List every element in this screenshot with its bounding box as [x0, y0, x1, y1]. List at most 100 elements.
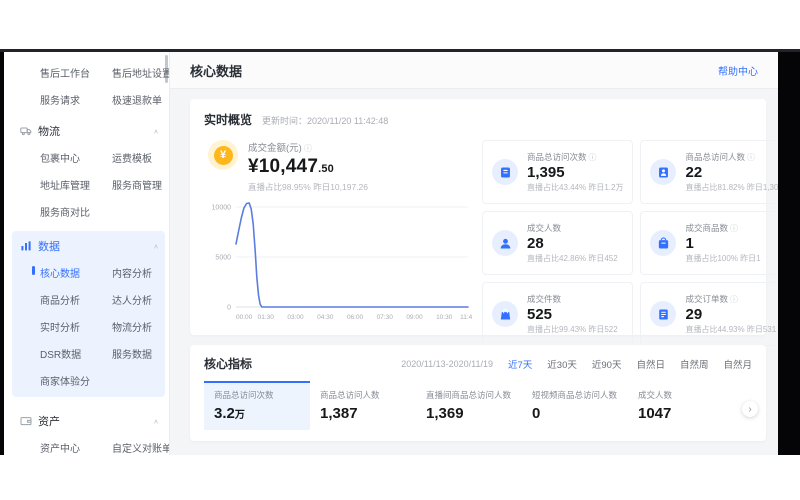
sidebar-item-experience-score[interactable]: 商家体验分: [40, 377, 90, 388]
info-icon[interactable]: ⓘ: [730, 295, 738, 304]
sidebar-item-custom-statement[interactable]: 自定义对账单: [112, 444, 170, 455]
main-area: 核心数据 帮助中心 实时概览 更新时间：2020/11/20 11:42:48 …: [170, 52, 793, 455]
sidebar-aftersale-items: 售后工作台 售后地址设置 服务请求 极速退款单: [20, 65, 169, 107]
range-tab-90d[interactable]: 近90天: [591, 359, 622, 371]
stat-card-products-sold: 成交商品数 ⓘ 1 直播占比100% 昨日1: [640, 211, 793, 275]
help-center-link[interactable]: 帮助中心: [718, 66, 758, 78]
svg-text:10:30: 10:30: [436, 314, 453, 321]
chart-icon: [20, 240, 32, 252]
items-sold-icon: [492, 301, 518, 327]
sidebar-item-parcel-center[interactable]: 包裹中心: [40, 154, 80, 165]
sidebar-section-assets: 资产 ∧ 资产中心 自定义对账单 货款分账账单 订单流水明细 日常账单 店铺保证…: [20, 413, 169, 455]
info-icon[interactable]: ⓘ: [588, 153, 597, 162]
stat-card-product-visits: 商品总访问次数 ⓘ 1,395 直播占比43.44% 昨日1.2万: [482, 140, 634, 204]
gmv-sub-stat: 直播占比98.95% 昨日10,197.26: [248, 182, 369, 192]
range-tab-30d[interactable]: 近30天: [547, 359, 577, 371]
svg-text:01:30: 01:30: [258, 314, 275, 321]
sidebar: 售后工作台 售后地址设置 服务请求 极速退款单 物流 ∧ 包裹中心 运费模板 地…: [4, 52, 170, 455]
page-title: 核心数据: [190, 63, 243, 79]
gmv-metric: ¥ 成交金额(元) ⓘ ¥10,447.50 直播占比98.95% 昨日10,19…: [204, 140, 472, 193]
overview-stat-grid: 商品总访问次数 ⓘ 1,395 直播占比43.44% 昨日1.2万 商品总访问人数…: [482, 140, 793, 346]
overview-title: 实时概览: [204, 113, 253, 127]
sidebar-section-logistics-header[interactable]: 物流 ∧: [20, 123, 159, 139]
collapse-icon[interactable]: ∧: [153, 417, 159, 425]
sidebar-item-asset-center[interactable]: 资产中心: [40, 444, 80, 455]
collapse-icon[interactable]: ∧: [153, 127, 159, 135]
svg-text:07:30: 07:30: [377, 314, 394, 321]
metric-tab-video-visitors[interactable]: 短视频商品总访问人数ⓘ 0: [532, 390, 618, 422]
sidebar-item-service-data[interactable]: 服务数据: [112, 350, 152, 361]
right-letterbox: [778, 52, 800, 455]
range-tab-natural-week[interactable]: 自然周: [679, 359, 709, 371]
wallet-icon: [20, 415, 32, 427]
sidebar-item-content-analysis[interactable]: 内容分析: [112, 269, 152, 280]
core-metrics-title: 核心指标: [204, 357, 253, 371]
chevron-right-icon: ›: [748, 403, 752, 415]
sidebar-section-data: 数据 ∧ 核心数据 内容分析 商品分析 达人分析 实时分析 物流分析 DSR数据…: [12, 231, 165, 397]
gmv-value: ¥10,447.50: [248, 156, 334, 177]
realtime-overview-card: 实时概览 更新时间：2020/11/20 11:42:48 ¥ 成交金额(元) ⓘ: [190, 99, 793, 346]
stat-card-buyers: 成交人数 28 直播占比42.86% 昨日452: [482, 211, 634, 275]
sidebar-item-realtime-analysis[interactable]: 实时分析: [40, 323, 80, 334]
sidebar-item-fast-refund[interactable]: 极速退款单: [112, 96, 162, 107]
collapse-icon[interactable]: ∧: [153, 242, 159, 250]
svg-text:03:00: 03:00: [287, 314, 304, 321]
orders-icon: [650, 301, 677, 327]
stat-card-product-visitors: 商品总访问人数 ⓘ 22 直播占比81.82% 昨日1,307: [640, 140, 793, 204]
stat-card-items-sold: 成交件数 525 直播占比99.43% 昨日522: [482, 282, 634, 346]
sidebar-item-product-analysis[interactable]: 商品分析: [40, 296, 80, 307]
sidebar-scrollbar[interactable]: [165, 55, 168, 83]
coin-icon: ¥: [208, 140, 238, 170]
metric-tab-strip: 商品总访问次数 3.2万 商品总访问人数 1,387 直播间商品总访问人数ⓘ 1…: [204, 381, 752, 430]
sidebar-item-service-request[interactable]: 服务请求: [40, 96, 80, 107]
svg-text:5000: 5000: [215, 255, 231, 262]
svg-text:0: 0: [227, 305, 231, 312]
metric-tab-product-visits[interactable]: 商品总访问次数 3.2万: [204, 381, 310, 430]
range-tab-7d[interactable]: 近7天: [508, 359, 533, 371]
metric-tab-live-visitors[interactable]: 直播间商品总访问人数ⓘ 1,369: [426, 390, 512, 422]
svg-text:10000: 10000: [212, 205, 232, 212]
sidebar-item-logistics-analysis[interactable]: 物流分析: [112, 323, 152, 334]
sidebar-section-data-header[interactable]: 数据 ∧: [20, 238, 159, 254]
sidebar-item-dsr-data[interactable]: DSR数据: [40, 350, 82, 361]
info-icon[interactable]: ⓘ: [303, 144, 312, 153]
range-tab-natural-day[interactable]: 自然日: [636, 359, 665, 371]
svg-text:11:42: 11:42: [460, 314, 472, 321]
page-header: 核心数据 帮助中心: [170, 52, 778, 89]
product-visits-icon: [492, 159, 518, 185]
sidebar-item-provider-compare[interactable]: 服务商对比: [40, 208, 90, 219]
sidebar-item-aftersale-address[interactable]: 售后地址设置: [112, 69, 170, 80]
sidebar-section-assets-header[interactable]: 资产 ∧: [20, 413, 159, 429]
range-tab-natural-month[interactable]: 自然月: [723, 359, 752, 371]
buyers-icon: [492, 230, 518, 256]
metric-tab-product-visitors[interactable]: 商品总访问人数 1,387: [320, 390, 380, 422]
sidebar-item-freight-template[interactable]: 运费模板: [112, 154, 152, 165]
realtime-chart: 10000 5000 0 00:00 01:30 03:00 04:30 06:00 07:30…: [212, 202, 476, 321]
svg-text:09:00: 09:00: [406, 314, 423, 321]
svg-text:06:00: 06:00: [347, 314, 364, 321]
metric-strip-next-button[interactable]: ›: [742, 401, 758, 417]
sidebar-item-aftersale-workbench[interactable]: 售后工作台: [40, 69, 90, 80]
product-visitors-icon: [650, 159, 677, 185]
products-sold-icon: [650, 230, 677, 256]
metric-tab-buyers[interactable]: 成交人数 1047: [638, 390, 673, 422]
sidebar-section-title: 资产: [38, 416, 60, 428]
core-metrics-card: 核心指标 2020/11/13-2020/11/19 近7天 近30天 近90天…: [190, 345, 766, 441]
date-range-label: 2020/11/13-2020/11/19: [401, 358, 493, 369]
sidebar-item-provider-mgmt[interactable]: 服务商管理: [112, 181, 162, 192]
truck-icon: [20, 125, 32, 137]
info-icon[interactable]: ⓘ: [730, 224, 738, 233]
sidebar-section-title: 物流: [38, 126, 60, 138]
info-icon[interactable]: ⓘ: [747, 153, 755, 162]
sidebar-section-logistics: 物流 ∧ 包裹中心 运费模板 地址库管理 服务商管理 服务商对比: [20, 123, 162, 219]
left-letterbox: [0, 52, 4, 455]
sidebar-item-influencer-analysis[interactable]: 达人分析: [112, 296, 152, 307]
top-divider-line: [0, 49, 800, 52]
svg-text:00:00: 00:00: [236, 314, 253, 321]
sidebar-section-title: 数据: [38, 241, 60, 253]
sidebar-item-address-library[interactable]: 地址库管理: [40, 181, 90, 192]
svg-text:04:30: 04:30: [317, 314, 334, 321]
sidebar-item-core-data[interactable]: 核心数据: [32, 265, 112, 280]
stat-card-orders: 成交订单数 ⓘ 29 直播占比44.93% 昨日531: [640, 282, 793, 346]
